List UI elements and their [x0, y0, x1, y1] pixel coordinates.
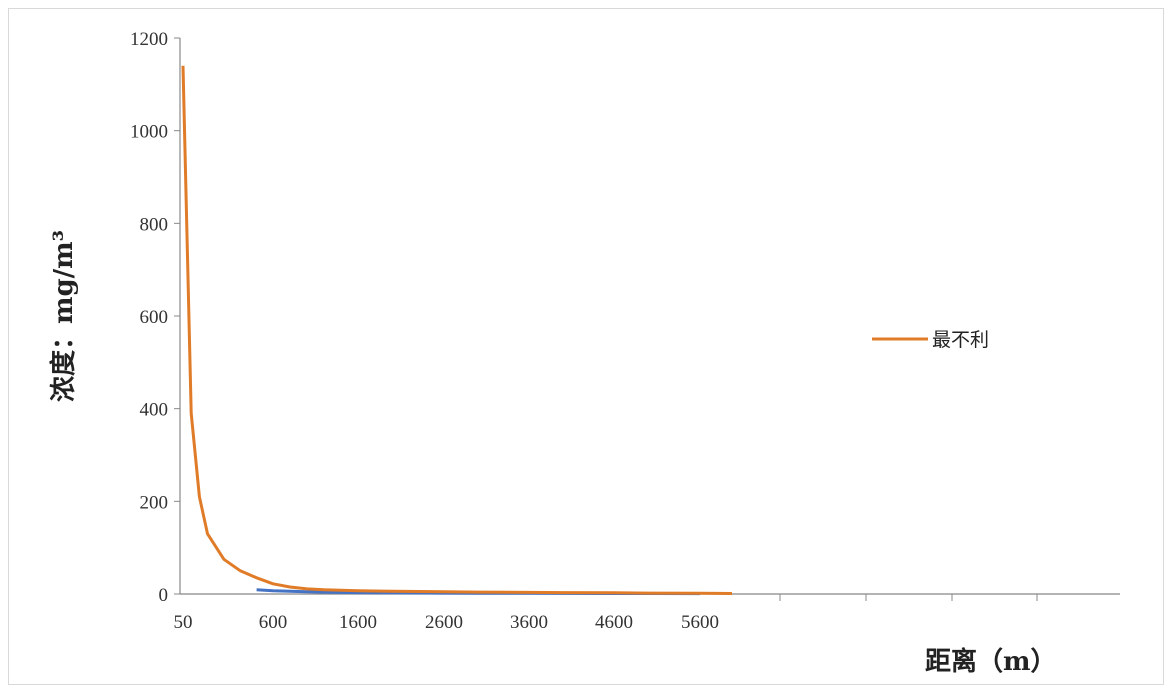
y-tick-label: 200 [140, 492, 169, 513]
series-line-0 [181, 65, 733, 595]
x-tick-label: 600 [259, 612, 288, 633]
x-tick-label: 2600 [425, 612, 463, 633]
x-tick-label: 4600 [595, 612, 633, 633]
y-tick-label: 0 [159, 585, 169, 606]
y-tick-label: 800 [140, 214, 169, 235]
x-tick-label: 50 [174, 612, 193, 633]
x-tick-group: 50 600 1600 2600 3600 4600 5600 [174, 594, 1038, 633]
x-axis-title: 距离（m） [925, 646, 1057, 677]
x-tick-label: 5600 [681, 612, 719, 633]
series-group [181, 65, 733, 596]
legend-label: 最不利 [932, 329, 989, 351]
x-tick-label: 1600 [339, 612, 377, 633]
chart-frame [8, 8, 1164, 685]
y-tick-label: 1000 [130, 122, 168, 143]
x-tick-label: 3600 [510, 612, 548, 633]
y-tick-group: 0 200 400 600 800 1000 1200 [130, 29, 180, 606]
y-tick-label: 600 [140, 307, 169, 328]
y-tick-label: 1200 [130, 29, 168, 50]
y-tick-label: 400 [140, 400, 169, 421]
legend: 最不利 [872, 329, 989, 351]
y-axis-title: 浓度：mg/m³ [48, 230, 79, 402]
